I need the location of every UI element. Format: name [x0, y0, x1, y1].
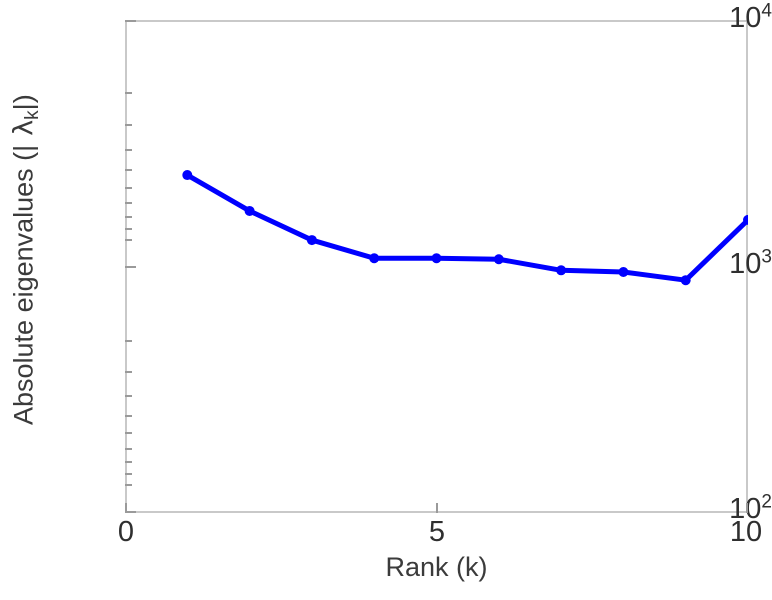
y-tick-minor — [125, 415, 132, 417]
y-tick-minor — [125, 149, 132, 151]
y-tick-minor — [125, 340, 132, 342]
y-tick-minor — [125, 371, 132, 373]
y-axis-title-container: Absolute eigenvalues (| λk|) — [0, 0, 52, 520]
data-point — [680, 275, 691, 286]
y-tick-major-1e4 — [125, 20, 136, 22]
y-axis-title-suffix: |) — [8, 94, 39, 111]
data-point — [618, 266, 629, 277]
data-point — [743, 214, 748, 225]
data-series-layer — [182, 170, 748, 286]
lambda-symbol: λ — [8, 120, 40, 137]
x-tick-label-5: 5 — [428, 516, 446, 548]
y-tick-label-1e3: 103 — [729, 246, 772, 280]
y-tick-minor — [125, 484, 132, 486]
x-tick-label-10: 10 — [729, 516, 763, 548]
data-point — [244, 205, 255, 216]
y-tick-minor — [125, 169, 132, 171]
y-tick-minor — [125, 395, 132, 397]
x-tick-label-0: 0 — [117, 516, 135, 548]
data-point — [431, 253, 442, 264]
y-tick-minor — [125, 239, 132, 241]
y-axis-title: Absolute eigenvalues (| λk|) — [8, 94, 43, 426]
lambda-subscript: k — [21, 110, 43, 121]
y-tick-label-1e4: 104 — [729, 0, 772, 34]
y-tick-minor — [125, 202, 132, 204]
y-tick-minor — [125, 448, 132, 450]
data-point — [182, 170, 193, 181]
y-tick-minor — [125, 473, 132, 475]
x-axis-title: Rank (k) — [385, 552, 488, 582]
y-tick-minor — [125, 92, 132, 94]
data-point — [369, 253, 380, 264]
data-point — [556, 265, 567, 276]
y-axis-title-prefix: Absolute eigenvalues (| — [8, 145, 39, 426]
data-point — [306, 235, 317, 246]
plot-area-frame — [125, 20, 748, 513]
y-tick-minor — [125, 187, 132, 189]
y-tick-major-1e2 — [125, 511, 136, 513]
y-tick-label-1e2: 102 — [729, 491, 772, 525]
data-point — [493, 254, 504, 265]
y-tick-minor — [125, 228, 132, 230]
series-line-absolute-eigenvalues — [184, 172, 748, 283]
y-tick-minor — [125, 216, 132, 218]
y-tick-minor — [125, 461, 132, 463]
x-tick-major-5 — [436, 503, 438, 513]
series-markers-absolute-eigenvalues — [182, 170, 748, 286]
y-tick-minor — [125, 124, 132, 126]
x-tick-major-0 — [125, 503, 127, 513]
y-tick-minor — [125, 432, 132, 434]
x-tick-major-10 — [746, 503, 748, 513]
y-tick-major-1e3 — [125, 266, 136, 268]
